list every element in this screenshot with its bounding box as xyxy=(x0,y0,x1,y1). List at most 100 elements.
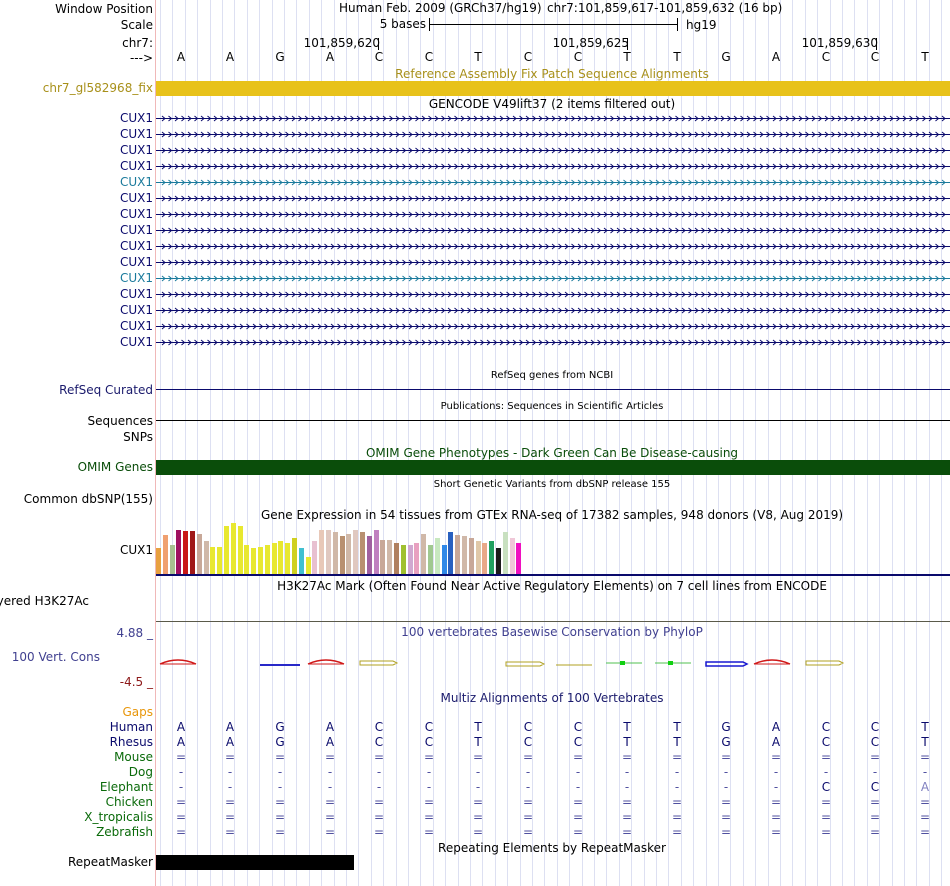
fix-patch-label[interactable]: chr7_gl582968_fix xyxy=(42,81,153,95)
gtex-tissue-bar[interactable] xyxy=(448,532,453,574)
gencode-gene-label[interactable]: CUX1 xyxy=(119,319,153,333)
gtex-tissue-bar[interactable] xyxy=(299,548,304,574)
gencode-gene-label[interactable]: CUX1 xyxy=(119,335,153,349)
refseq-label[interactable]: RefSeq Curated xyxy=(59,383,153,397)
gtex-tissue-bar[interactable] xyxy=(482,543,487,574)
gtex-tissue-bar[interactable] xyxy=(503,532,508,574)
gtex-tissue-bar[interactable] xyxy=(462,536,467,574)
gtex-tissue-bar[interactable] xyxy=(401,545,406,574)
gtex-tissue-bar[interactable] xyxy=(163,535,168,574)
gencode-gene-label[interactable]: CUX1 xyxy=(119,143,153,157)
gtex-tissue-bar[interactable] xyxy=(476,541,481,574)
gencode-gene-label[interactable]: CUX1 xyxy=(119,191,153,205)
gtex-tissue-bar[interactable] xyxy=(292,538,297,574)
gtex-tissue-bar[interactable] xyxy=(285,543,290,574)
refseq-gene-line[interactable] xyxy=(156,389,950,390)
gencode-transcript[interactable] xyxy=(0,114,950,124)
gtex-tissue-bar[interactable] xyxy=(258,547,263,574)
gtex-tissue-bar[interactable] xyxy=(394,543,399,574)
gencode-transcript[interactable] xyxy=(0,162,950,172)
gtex-tissue-bar[interactable] xyxy=(278,541,283,574)
gencode-transcript[interactable] xyxy=(0,242,950,252)
gtex-tissue-bar[interactable] xyxy=(170,545,175,574)
gtex-tissue-bar[interactable] xyxy=(442,545,447,574)
gtex-tissue-bar[interactable] xyxy=(353,530,358,574)
omim-label[interactable]: OMIM Genes xyxy=(77,460,153,474)
gtex-tissue-bar[interactable] xyxy=(319,530,324,574)
gtex-tissue-bar[interactable] xyxy=(176,530,181,574)
gencode-transcript[interactable] xyxy=(0,226,950,236)
gencode-gene-label[interactable]: CUX1 xyxy=(119,127,153,141)
repeatmasker-label[interactable]: RepeatMasker xyxy=(67,855,153,869)
gtex-tissue-bar[interactable] xyxy=(224,526,229,574)
gencode-gene-label[interactable]: CUX1 xyxy=(119,159,153,173)
gencode-gene-label[interactable]: CUX1 xyxy=(119,239,153,253)
gencode-gene-label[interactable]: CUX1 xyxy=(119,223,153,237)
gtex-tissue-bar[interactable] xyxy=(156,548,161,574)
gtex-tissue-bar[interactable] xyxy=(204,541,209,574)
h3k27ac-label[interactable]: Layered H3K27Ac xyxy=(0,594,89,608)
gencode-transcript[interactable] xyxy=(0,274,950,284)
gencode-gene-label[interactable]: CUX1 xyxy=(119,271,153,285)
repeat-element-block[interactable] xyxy=(156,855,354,870)
gencode-transcript[interactable] xyxy=(0,130,950,140)
conservation-label[interactable]: 100 Vert. Cons xyxy=(11,650,100,664)
gtex-tissue-bar[interactable] xyxy=(510,538,515,574)
gtex-tissue-bar[interactable] xyxy=(183,531,188,574)
gtex-tissue-bar[interactable] xyxy=(380,540,385,574)
gtex-tissue-bar[interactable] xyxy=(469,538,474,574)
gtex-tissue-bar[interactable] xyxy=(360,532,365,574)
gtex-tissue-bar[interactable] xyxy=(306,557,311,574)
gencode-gene-label[interactable]: CUX1 xyxy=(119,175,153,189)
gtex-tissue-bar[interactable] xyxy=(210,547,215,574)
gencode-transcript[interactable] xyxy=(0,306,950,316)
gencode-transcript[interactable] xyxy=(0,146,950,156)
gtex-tissue-bar[interactable] xyxy=(333,532,338,574)
gencode-transcript[interactable] xyxy=(0,290,950,300)
gencode-gene-label[interactable]: CUX1 xyxy=(119,255,153,269)
gtex-tissue-bar[interactable] xyxy=(367,536,372,574)
gtex-tissue-bar[interactable] xyxy=(217,547,222,574)
multiz-species-label[interactable]: X_tropicalis xyxy=(84,810,153,824)
gtex-tissue-bar[interactable] xyxy=(455,535,460,574)
gtex-tissue-bar[interactable] xyxy=(244,545,249,574)
fix-patch-block[interactable] xyxy=(156,81,950,96)
snps-label[interactable]: SNPs xyxy=(123,430,153,444)
gtex-tissue-bar[interactable] xyxy=(516,543,521,574)
gtex-tissue-bar[interactable] xyxy=(340,536,345,574)
gtex-tissue-bar[interactable] xyxy=(326,530,331,574)
gencode-gene-label[interactable]: CUX1 xyxy=(119,111,153,125)
gtex-tissue-bar[interactable] xyxy=(238,526,243,574)
gtex-tissue-bar[interactable] xyxy=(414,543,419,574)
gencode-transcript[interactable] xyxy=(0,178,950,188)
multiz-species-label[interactable]: Zebrafish xyxy=(96,825,153,839)
gencode-gene-label[interactable]: CUX1 xyxy=(119,207,153,221)
gtex-tissue-bar[interactable] xyxy=(251,548,256,574)
publications-label[interactable]: Sequences xyxy=(87,414,153,428)
multiz-species-label[interactable]: Chicken xyxy=(105,795,153,809)
gtex-tissue-bar[interactable] xyxy=(190,531,195,574)
multiz-species-label[interactable]: Rhesus xyxy=(109,735,153,749)
gencode-transcript[interactable] xyxy=(0,338,950,348)
gtex-tissue-bar[interactable] xyxy=(387,540,392,574)
gtex-tissue-bar[interactable] xyxy=(489,541,494,574)
gtex-tissue-bar[interactable] xyxy=(231,523,236,574)
gtex-gene-label[interactable]: CUX1 xyxy=(119,543,153,557)
multiz-species-label[interactable]: Dog xyxy=(128,765,153,779)
gencode-gene-label[interactable]: CUX1 xyxy=(119,287,153,301)
gtex-tissue-bar[interactable] xyxy=(374,530,379,574)
gtex-tissue-bar[interactable] xyxy=(346,534,351,574)
gencode-gene-label[interactable]: CUX1 xyxy=(119,303,153,317)
gtex-tissue-bar[interactable] xyxy=(312,541,317,574)
gtex-tissue-bar[interactable] xyxy=(265,545,270,574)
gencode-transcript[interactable] xyxy=(0,258,950,268)
multiz-species-label[interactable]: Mouse xyxy=(114,750,153,764)
gencode-transcript[interactable] xyxy=(0,210,950,220)
gtex-tissue-bar[interactable] xyxy=(197,534,202,574)
gtex-tissue-bar[interactable] xyxy=(408,545,413,574)
gencode-transcript[interactable] xyxy=(0,322,950,332)
gtex-tissue-bar[interactable] xyxy=(428,545,433,574)
omim-phenotype-block[interactable] xyxy=(156,460,950,475)
gtex-tissue-bar[interactable] xyxy=(421,534,426,574)
multiz-species-label[interactable]: Human xyxy=(109,720,153,734)
